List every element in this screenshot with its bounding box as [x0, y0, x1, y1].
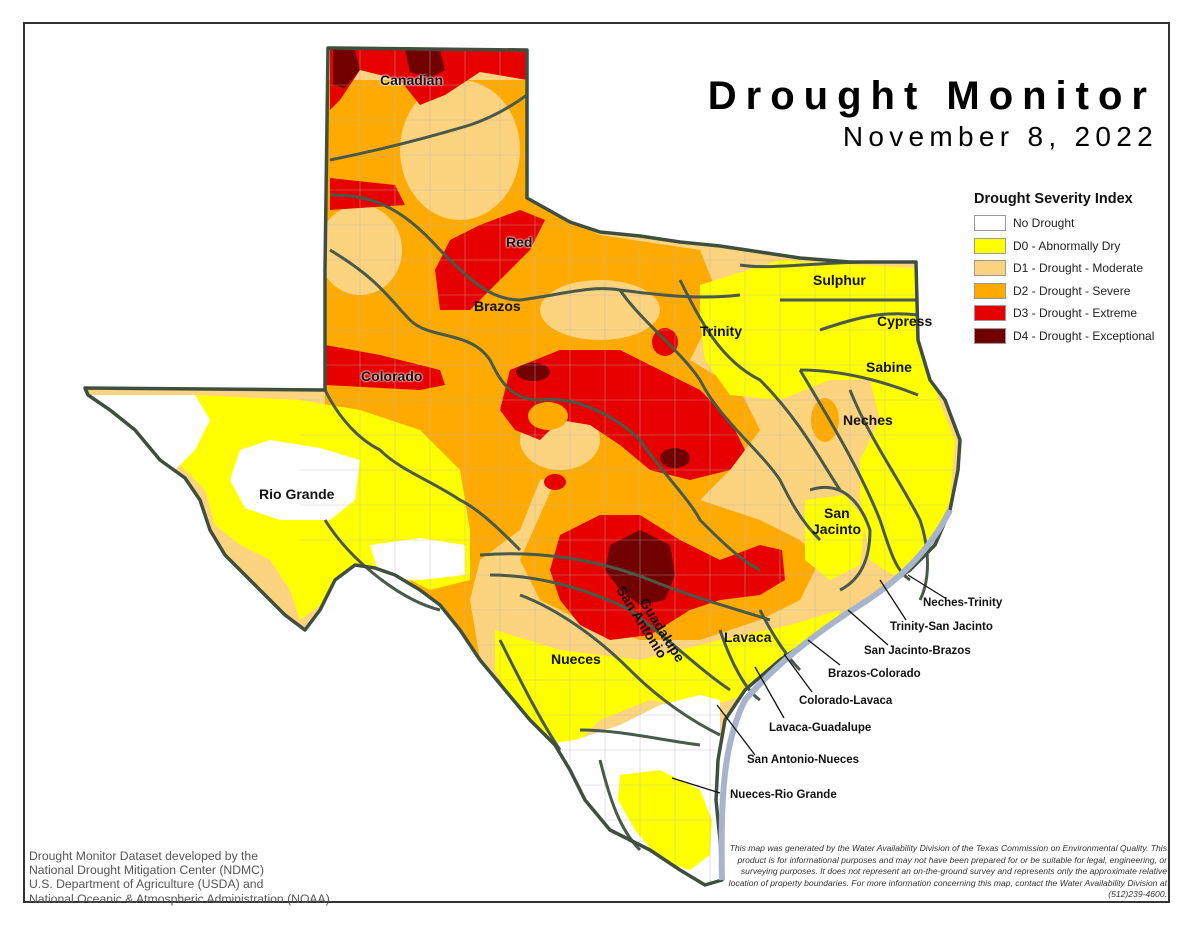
- legend-item-d1: D1 - Drought - Moderate: [974, 257, 1154, 280]
- legend: Drought Severity Index No Drought D0 - A…: [974, 191, 1154, 347]
- basin-label-sulphur: Sulphur: [813, 272, 866, 288]
- swatch-d3: [974, 305, 1006, 322]
- legend-item-d0: D0 - Abnormally Dry: [974, 235, 1154, 258]
- swatch-d2: [974, 282, 1006, 299]
- basin-label-neches: Neches: [843, 412, 893, 428]
- coastal-label-trinity-san-jacinto: Trinity-San Jacinto: [890, 621, 993, 633]
- swatch-d1: [974, 260, 1006, 277]
- texas-outline: [83, 46, 962, 887]
- basin-label-san-jacinto-2: Jacinto: [812, 521, 862, 537]
- basin-label-cypress: Cypress: [877, 313, 933, 329]
- basin-label-trinity: Trinity: [700, 323, 743, 339]
- basin-label-canadian: Canadian: [380, 72, 444, 88]
- coastal-label-lavaca-guadalupe: Lavaca-Guadalupe: [769, 722, 872, 734]
- basin-label-lavaca: Lavaca: [724, 629, 772, 645]
- basin-label-san-jacinto-1: San: [824, 505, 850, 521]
- basin-label-rio-grande: Rio Grande: [259, 486, 335, 502]
- legend-item-d4: D4 - Drought - Exceptional: [974, 325, 1154, 348]
- disclaimer: This map was generated by the Water Avai…: [728, 843, 1167, 899]
- legend-title: Drought Severity Index: [974, 191, 1133, 207]
- basin-label-red: Red: [506, 234, 533, 250]
- legend-item-no-drought: No Drought: [974, 212, 1154, 235]
- data-credit: Drought Monitor Dataset developed by the…: [29, 849, 330, 906]
- coastal-label-san-antonio-nueces: San Antonio-Nueces: [747, 754, 860, 766]
- swatch-d4: [974, 327, 1006, 344]
- basin-label-nueces: Nueces: [551, 651, 601, 667]
- map-date: November 8, 2022: [842, 121, 1158, 152]
- basin-label-colorado: Colorado: [361, 368, 423, 384]
- coastal-label-brazos-colorado: Brazos-Colorado: [828, 668, 921, 680]
- coastal-label-neches-trinity: Neches-Trinity: [923, 597, 1003, 609]
- coastal-label-san-jacinto-brazos: San Jacinto-Brazos: [864, 645, 971, 657]
- basin-label-brazos: Brazos: [474, 298, 521, 314]
- legend-item-d2: D2 - Drought - Severe: [974, 280, 1154, 303]
- legend-item-d3: D3 - Drought - Extreme: [974, 302, 1154, 325]
- coastline: [718, 508, 953, 881]
- swatch-no-drought: [974, 215, 1006, 232]
- map-title: Drought Monitor: [707, 74, 1156, 118]
- coastal-label-colorado-lavaca: Colorado-Lavaca: [799, 695, 893, 707]
- basin-label-sabine: Sabine: [866, 359, 912, 375]
- leader-lines: [671, 574, 946, 794]
- coastal-label-nueces-rio-grande: Nueces-Rio Grande: [730, 789, 837, 801]
- swatch-d0: [974, 237, 1006, 254]
- basin-boundaries: [323, 93, 929, 852]
